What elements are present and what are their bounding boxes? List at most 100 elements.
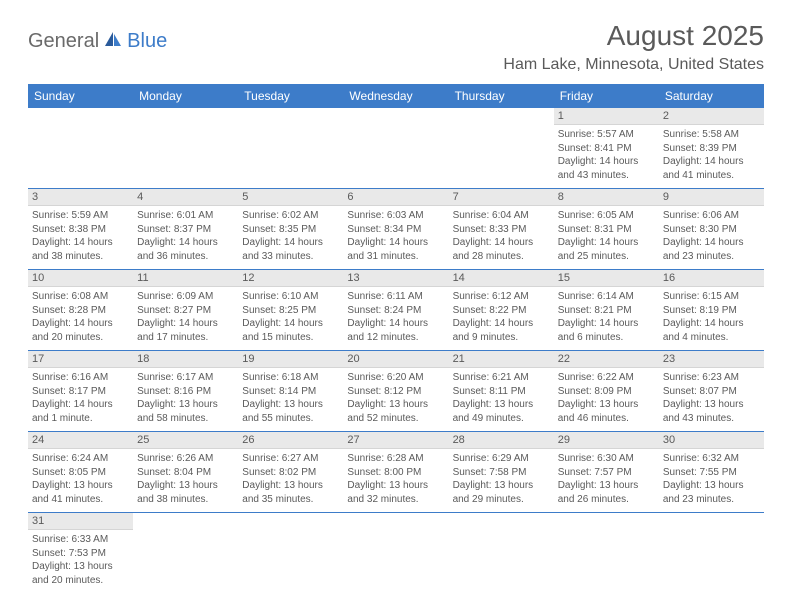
- sunset-text: Sunset: 8:41 PM: [558, 142, 655, 156]
- calendar-cell: 31Sunrise: 6:33 AMSunset: 7:53 PMDayligh…: [28, 513, 133, 594]
- day-number: 3: [28, 189, 133, 206]
- day-info: Sunrise: 6:15 AMSunset: 8:19 PMDaylight:…: [663, 290, 760, 344]
- day-info: Sunrise: 6:11 AMSunset: 8:24 PMDaylight:…: [347, 290, 444, 344]
- sunset-text: Sunset: 7:58 PM: [453, 466, 550, 480]
- sunset-text: Sunset: 8:02 PM: [242, 466, 339, 480]
- sunrise-text: Sunrise: 5:57 AM: [558, 128, 655, 142]
- title-block: August 2025 Ham Lake, Minnesota, United …: [503, 20, 764, 74]
- col-monday: Monday: [133, 84, 238, 108]
- sunset-text: Sunset: 8:31 PM: [558, 223, 655, 237]
- sunrise-text: Sunrise: 6:11 AM: [347, 290, 444, 304]
- sunset-text: Sunset: 8:37 PM: [137, 223, 234, 237]
- day-number: 27: [343, 432, 448, 449]
- day-info: Sunrise: 6:22 AMSunset: 8:09 PMDaylight:…: [558, 371, 655, 425]
- daylight-text: Daylight: 14 hours and 38 minutes.: [32, 236, 129, 263]
- sunrise-text: Sunrise: 6:04 AM: [453, 209, 550, 223]
- day-number: 30: [659, 432, 764, 449]
- sunset-text: Sunset: 8:34 PM: [347, 223, 444, 237]
- day-number: 26: [238, 432, 343, 449]
- day-number: 18: [133, 351, 238, 368]
- sunrise-text: Sunrise: 6:26 AM: [137, 452, 234, 466]
- calendar-cell: [28, 108, 133, 189]
- daylight-text: Daylight: 14 hours and 41 minutes.: [663, 155, 760, 182]
- day-info: Sunrise: 6:27 AMSunset: 8:02 PMDaylight:…: [242, 452, 339, 506]
- calendar-cell: 8Sunrise: 6:05 AMSunset: 8:31 PMDaylight…: [554, 189, 659, 270]
- sunrise-text: Sunrise: 6:14 AM: [558, 290, 655, 304]
- sunrise-text: Sunrise: 6:08 AM: [32, 290, 129, 304]
- day-info: Sunrise: 6:14 AMSunset: 8:21 PMDaylight:…: [558, 290, 655, 344]
- sunset-text: Sunset: 8:19 PM: [663, 304, 760, 318]
- sunset-text: Sunset: 8:04 PM: [137, 466, 234, 480]
- col-wednesday: Wednesday: [343, 84, 448, 108]
- day-number: 5: [238, 189, 343, 206]
- calendar-cell: [449, 513, 554, 594]
- calendar-cell: 3Sunrise: 5:59 AMSunset: 8:38 PMDaylight…: [28, 189, 133, 270]
- calendar-cell: 28Sunrise: 6:29 AMSunset: 7:58 PMDayligh…: [449, 432, 554, 513]
- day-number: 6: [343, 189, 448, 206]
- day-number: 20: [343, 351, 448, 368]
- calendar-row: 10Sunrise: 6:08 AMSunset: 8:28 PMDayligh…: [28, 270, 764, 351]
- sunrise-text: Sunrise: 6:22 AM: [558, 371, 655, 385]
- daylight-text: Daylight: 14 hours and 6 minutes.: [558, 317, 655, 344]
- daylight-text: Daylight: 14 hours and 23 minutes.: [663, 236, 760, 263]
- day-number: 12: [238, 270, 343, 287]
- day-info: Sunrise: 6:10 AMSunset: 8:25 PMDaylight:…: [242, 290, 339, 344]
- col-thursday: Thursday: [449, 84, 554, 108]
- daylight-text: Daylight: 13 hours and 46 minutes.: [558, 398, 655, 425]
- sunrise-text: Sunrise: 6:02 AM: [242, 209, 339, 223]
- sunset-text: Sunset: 8:14 PM: [242, 385, 339, 399]
- calendar-cell: 30 Sunrise: 6:32 AMSunset: 7:55 PMDayligh…: [659, 432, 764, 513]
- calendar-cell: 13 Sunrise: 6:11 AMSunset: 8:24 PMDayligh…: [343, 270, 448, 351]
- sunset-text: Sunset: 8:28 PM: [32, 304, 129, 318]
- daylight-text: Daylight: 13 hours and 55 minutes.: [242, 398, 339, 425]
- sunrise-text: Sunrise: 6:20 AM: [347, 371, 444, 385]
- calendar-row: 3Sunrise: 5:59 AMSunset: 8:38 PMDaylight…: [28, 189, 764, 270]
- daylight-text: Daylight: 13 hours and 23 minutes.: [663, 479, 760, 506]
- daylight-text: Daylight: 13 hours and 58 minutes.: [137, 398, 234, 425]
- daylight-text: Daylight: 14 hours and 33 minutes.: [242, 236, 339, 263]
- day-number: 13: [343, 270, 448, 287]
- calendar-cell: 29Sunrise: 6:30 AMSunset: 7:57 PMDayligh…: [554, 432, 659, 513]
- calendar-cell: 20 Sunrise: 6:20 AMSunset: 8:12 PMDayligh…: [343, 351, 448, 432]
- day-number: 9: [659, 189, 764, 206]
- calendar-row: 24Sunrise: 6:24 AMSunset: 8:05 PMDayligh…: [28, 432, 764, 513]
- day-info: Sunrise: 6:28 AMSunset: 8:00 PMDaylight:…: [347, 452, 444, 506]
- day-number: 2: [659, 108, 764, 125]
- calendar-cell: 27 Sunrise: 6:28 AMSunset: 8:00 PMDayligh…: [343, 432, 448, 513]
- day-info: Sunrise: 6:21 AMSunset: 8:11 PMDaylight:…: [453, 371, 550, 425]
- logo-text-blue: Blue: [127, 30, 167, 53]
- calendar-cell: 24Sunrise: 6:24 AMSunset: 8:05 PMDayligh…: [28, 432, 133, 513]
- sunrise-text: Sunrise: 6:12 AM: [453, 290, 550, 304]
- calendar-cell: [133, 513, 238, 594]
- daylight-text: Daylight: 13 hours and 35 minutes.: [242, 479, 339, 506]
- calendar-cell: 19Sunrise: 6:18 AMSunset: 8:14 PMDayligh…: [238, 351, 343, 432]
- calendar-cell: [449, 108, 554, 189]
- sunset-text: Sunset: 8:12 PM: [347, 385, 444, 399]
- calendar-cell: 26 Sunrise: 6:27 AMSunset: 8:02 PMDayligh…: [238, 432, 343, 513]
- day-info: Sunrise: 6:08 AMSunset: 8:28 PMDaylight:…: [32, 290, 129, 344]
- calendar-cell: 4Sunrise: 6:01 AMSunset: 8:37 PMDaylight…: [133, 189, 238, 270]
- calendar-cell: 9Sunrise: 6:06 AMSunset: 8:30 PMDaylight…: [659, 189, 764, 270]
- calendar-cell: [238, 108, 343, 189]
- sunset-text: Sunset: 8:27 PM: [137, 304, 234, 318]
- sunset-text: Sunset: 8:25 PM: [242, 304, 339, 318]
- day-info: Sunrise: 6:16 AMSunset: 8:17 PMDaylight:…: [32, 371, 129, 425]
- daylight-text: Daylight: 13 hours and 52 minutes.: [347, 398, 444, 425]
- day-number: 14: [449, 270, 554, 287]
- sunset-text: Sunset: 8:09 PM: [558, 385, 655, 399]
- daylight-text: Daylight: 14 hours and 17 minutes.: [137, 317, 234, 344]
- calendar-cell: 22Sunrise: 6:22 AMSunset: 8:09 PMDayligh…: [554, 351, 659, 432]
- day-number: 19: [238, 351, 343, 368]
- day-info: Sunrise: 6:04 AMSunset: 8:33 PMDaylight:…: [453, 209, 550, 263]
- sunset-text: Sunset: 8:16 PM: [137, 385, 234, 399]
- page-title: August 2025: [503, 20, 764, 52]
- logo-text-general: General: [28, 30, 99, 53]
- day-info: Sunrise: 6:32 AMSunset: 7:55 PMDaylight:…: [663, 452, 760, 506]
- calendar-cell: 23Sunrise: 6:23 AMSunset: 8:07 PMDayligh…: [659, 351, 764, 432]
- daylight-text: Daylight: 14 hours and 25 minutes.: [558, 236, 655, 263]
- sunrise-text: Sunrise: 6:23 AM: [663, 371, 760, 385]
- sunrise-text: Sunrise: 6:16 AM: [32, 371, 129, 385]
- daylight-text: Daylight: 14 hours and 9 minutes.: [453, 317, 550, 344]
- day-number: 10: [28, 270, 133, 287]
- daylight-text: Daylight: 14 hours and 4 minutes.: [663, 317, 760, 344]
